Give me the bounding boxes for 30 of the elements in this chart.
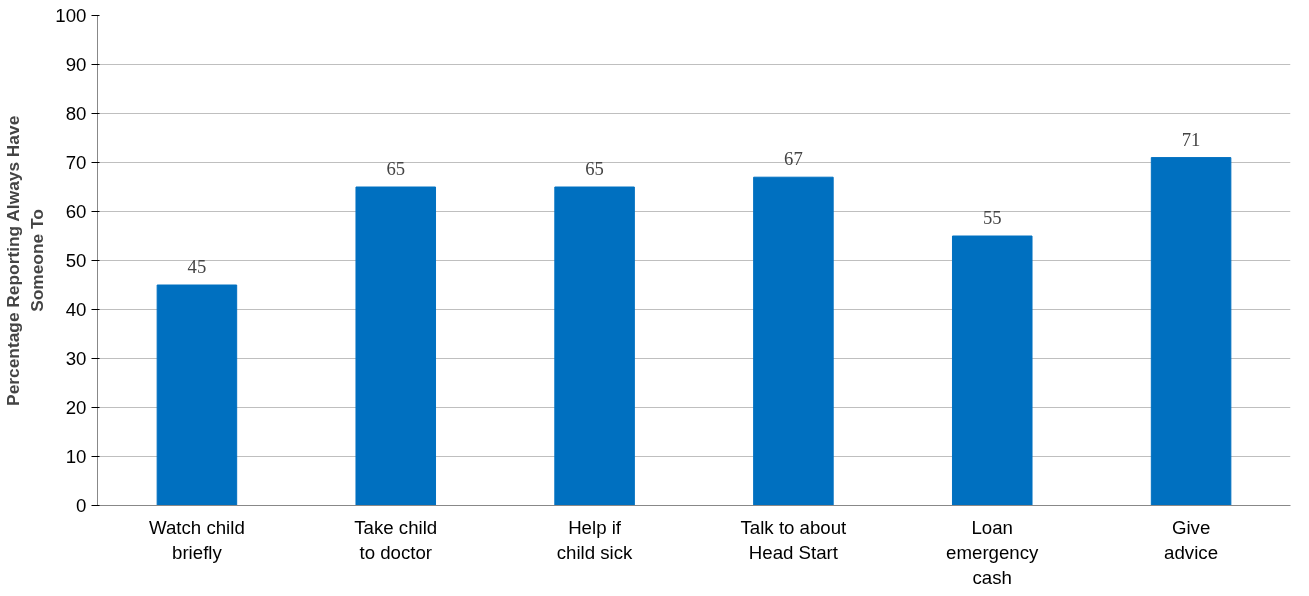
y-tick-label: 40 [65,299,87,320]
y-tick-label: 100 [55,5,87,26]
y-tick-label: 70 [65,152,87,173]
x-tick-label: Give advice [1164,516,1219,563]
y-tick-label: 50 [65,250,87,271]
x-tick-label: Loan emergency cash [946,516,1040,588]
y-tick-label: 10 [65,446,87,467]
bar [156,284,238,506]
y-tick-label: 80 [65,103,87,124]
x-tick-label: Take child to doctor [354,516,438,563]
bar [753,176,834,506]
y-tick-label: 90 [65,54,87,75]
bar [554,186,635,506]
bar [1150,157,1232,506]
y-axis-title: Percentage Reporting Always Have Someone To [3,115,48,406]
bar [355,186,437,506]
data-label: 45 [187,256,207,277]
x-tick-label: Talk to about Head Start [740,516,848,563]
data-label: 67 [784,148,803,170]
y-tick-label: 60 [65,201,87,222]
y-tick-label: 0 [76,495,87,516]
data-label: 65 [386,158,406,179]
data-label: 55 [982,207,1002,228]
bar [951,235,1033,506]
y-tick-label: 20 [65,397,87,418]
data-label: 71 [1181,128,1201,150]
y-tick-label: 30 [65,348,87,369]
x-tick-label: Watch child briefly [149,516,245,563]
x-tick-label: Help if child sick [556,516,634,563]
data-label: 65 [585,158,604,179]
